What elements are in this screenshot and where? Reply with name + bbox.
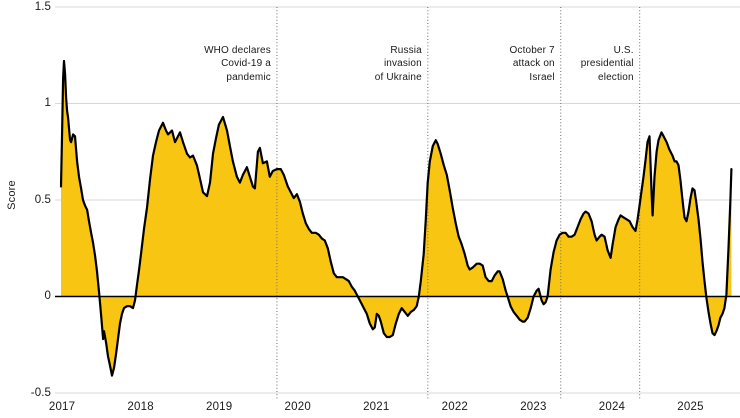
- x-tick-label: 2024: [598, 401, 626, 413]
- y-tick-label: 0: [44, 290, 51, 302]
- x-tick-label: 2019: [205, 401, 233, 413]
- event-annotation-line: of Ukraine: [374, 71, 422, 83]
- event-annotation: U.S. presidential election: [581, 44, 634, 84]
- y-tick-label: 0.5: [34, 193, 51, 206]
- score-line: [59, 59, 733, 377]
- event-annotation: October 7 attack on Israel: [509, 44, 554, 84]
- x-tick-label: 2020: [284, 401, 311, 413]
- y-tick-label: -0.5: [30, 386, 51, 399]
- event-annotation-line: attack on: [512, 58, 555, 70]
- event-annotation: Russia invasion of Ukraine: [375, 44, 422, 84]
- y-tick-label: 1.5: [34, 0, 51, 13]
- x-tick-label: 2018: [127, 401, 154, 413]
- x-tick-label: 2017: [48, 401, 76, 413]
- x-tick-label: 2022: [441, 401, 469, 413]
- event-annotation-line: presidential: [580, 58, 634, 70]
- event-annotation: WHO declares Covid-19 a pandemic: [204, 44, 271, 84]
- event-annotation-line: U.S.: [613, 45, 634, 56]
- x-tick-label: 2023: [520, 401, 547, 413]
- event-annotation-line: election: [598, 71, 634, 83]
- event-annotation-line: Covid-19 a: [221, 58, 271, 70]
- event-annotation-line: invasion: [383, 58, 422, 70]
- event-annotation-line: Israel: [529, 71, 555, 83]
- area-fill: [61, 61, 732, 376]
- event-annotation-line: October 7: [509, 45, 555, 56]
- event-annotation-line: Russia: [390, 45, 422, 56]
- x-tick-label: 2025: [677, 401, 704, 413]
- x-tick-label: 2021: [363, 401, 390, 413]
- event-annotation-line: pandemic: [226, 71, 271, 83]
- event-annotation-line: WHO declares: [204, 45, 271, 56]
- y-tick-label: 1: [44, 97, 51, 109]
